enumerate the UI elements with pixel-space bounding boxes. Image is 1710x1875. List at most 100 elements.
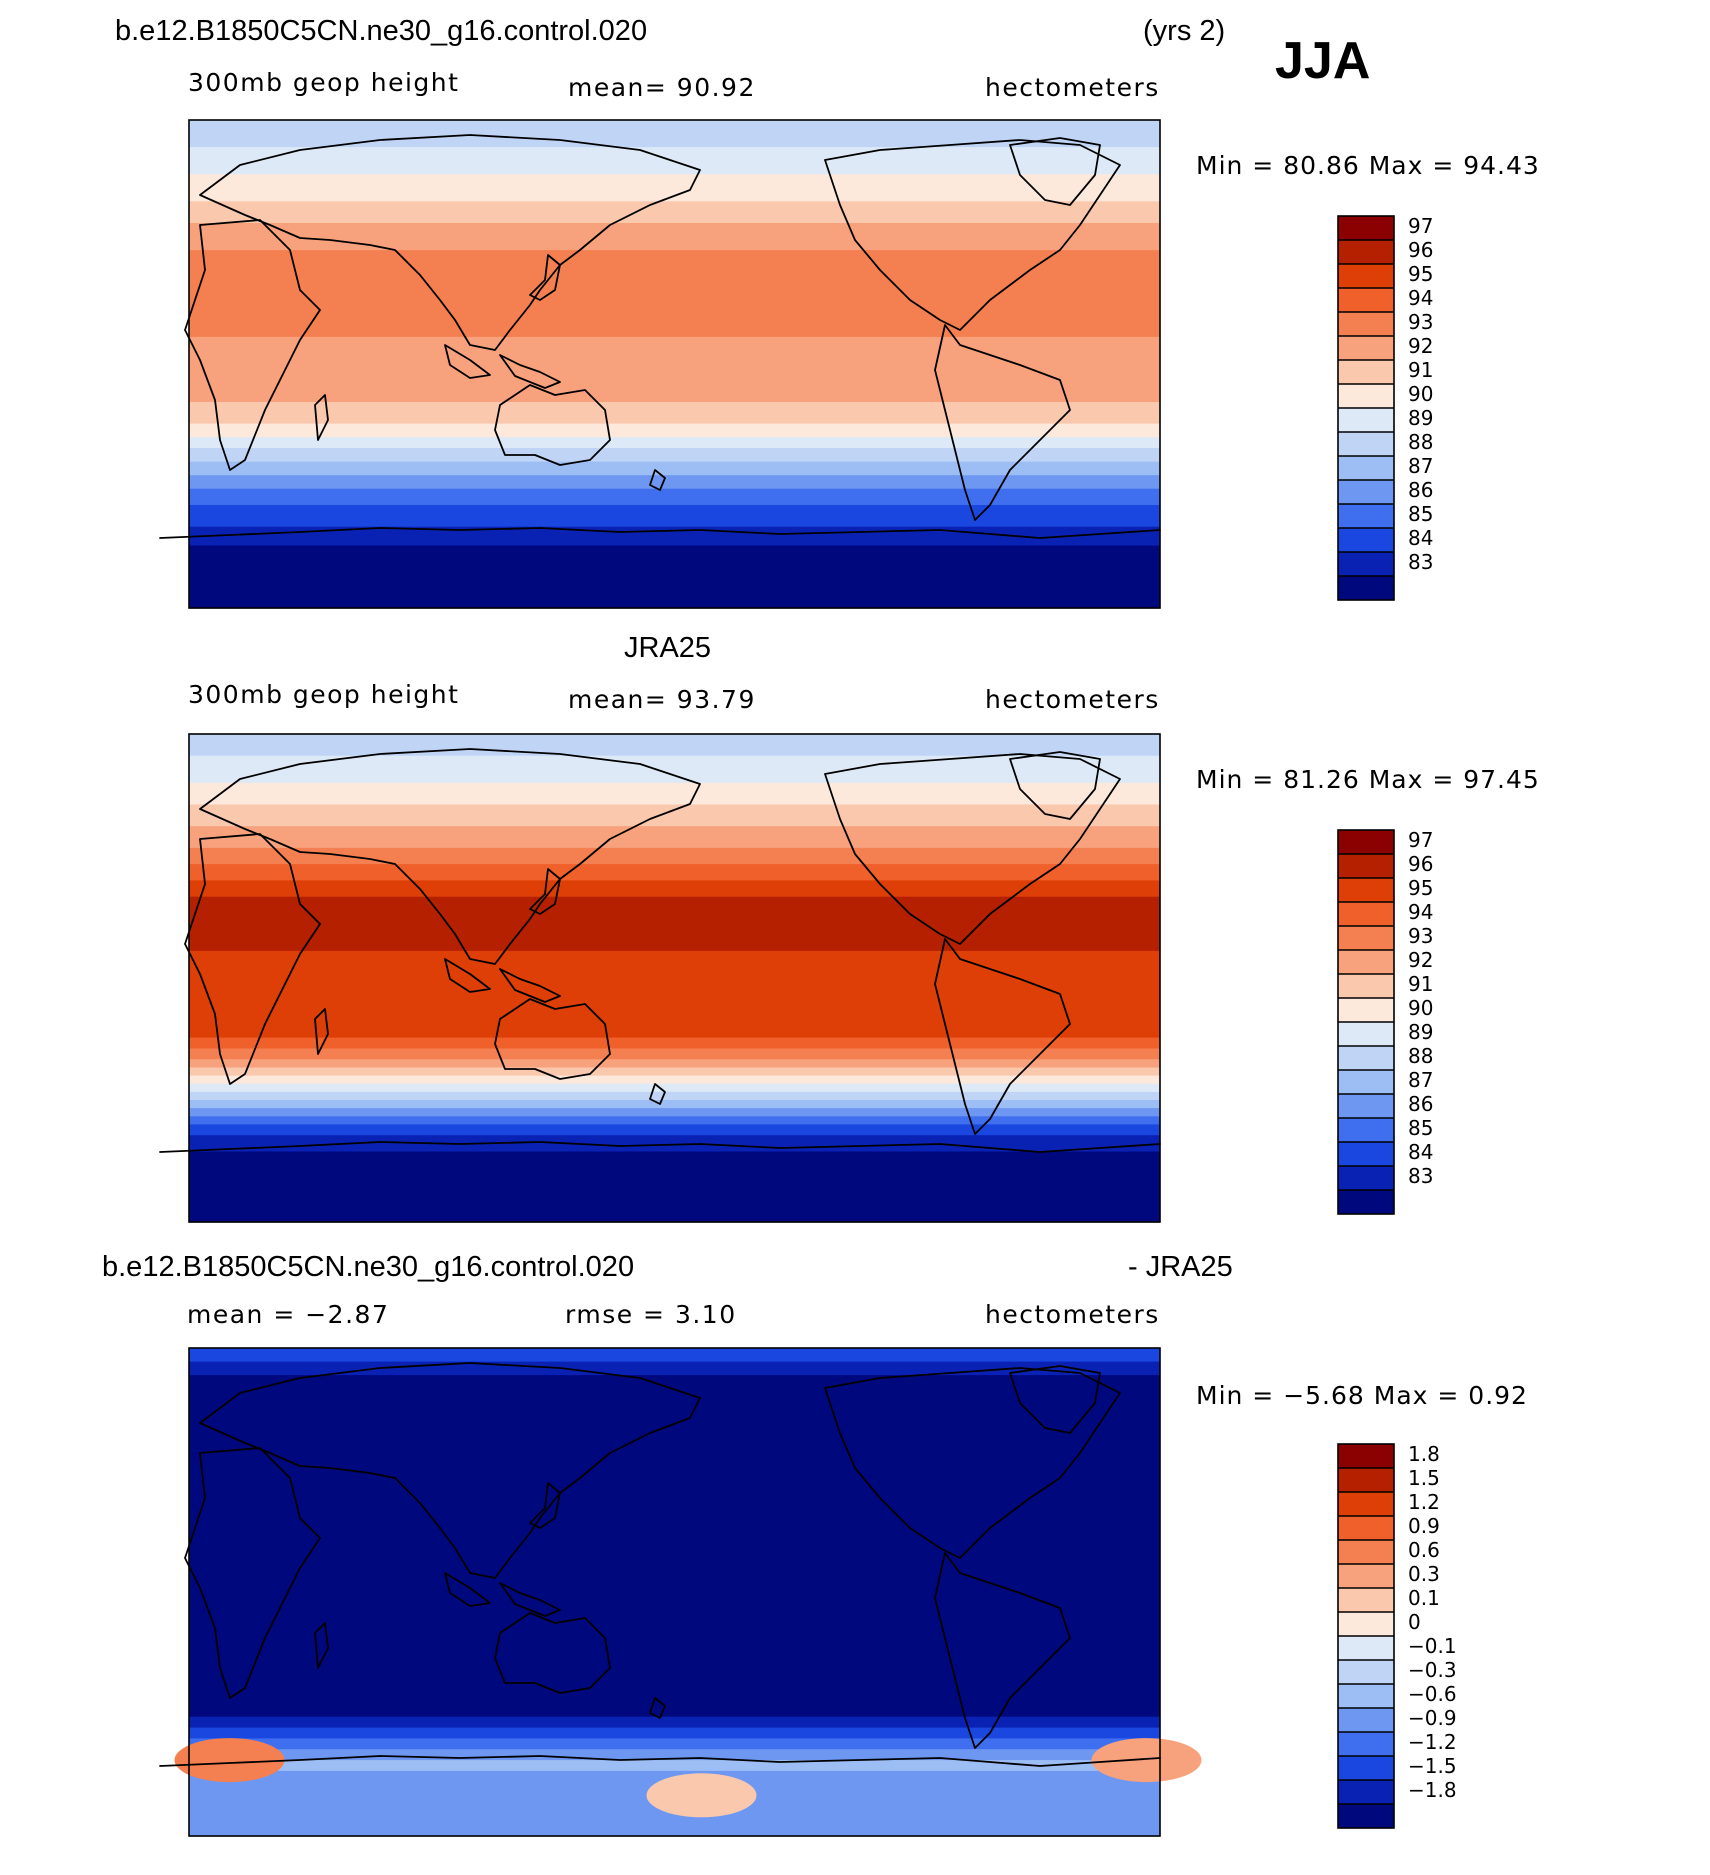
panel-0-band-12 xyxy=(189,475,1160,490)
panel-2-colorbar-tick-0: 1.8 xyxy=(1408,1442,1440,1466)
panel-obs-units: hectometers xyxy=(985,685,1160,714)
panel-obs-mean: mean= 93.79 xyxy=(568,685,756,714)
panel-obs-frame xyxy=(188,733,1161,1223)
panel-2-colorbar-tick-10: −0.6 xyxy=(1408,1682,1457,1706)
panel-2-colorbar-tick-9: −0.3 xyxy=(1408,1658,1457,1682)
panel-1-colorbar-tick-8: 89 xyxy=(1408,1020,1433,1044)
panel-model-title: b.e12.B1850C5CN.ne30_g16.control.020 xyxy=(115,15,647,47)
panel-1-colorbar-swatch-6 xyxy=(1338,974,1394,998)
panel-0-colorbar-swatch-5 xyxy=(1338,336,1394,360)
panel-2-colorbar-swatch-7 xyxy=(1338,1612,1394,1636)
panel-2-colorbar-swatch-4 xyxy=(1338,1540,1394,1564)
panel-model-map xyxy=(189,120,1160,609)
panel-2-colorbar-tick-13: −1.5 xyxy=(1408,1754,1457,1778)
panel-2-colorbar-tick-5: 0.3 xyxy=(1408,1562,1440,1586)
panel-obs-minmax: Min = 81.26 Max = 97.45 xyxy=(1196,765,1540,794)
panel-0-colorbar-tick-10: 87 xyxy=(1408,454,1433,478)
panel-2-band-3 xyxy=(189,1391,1160,1718)
panel-1-band-15 xyxy=(189,1083,1160,1093)
panel-0-band-10 xyxy=(189,448,1160,463)
panel-2-colorbar-swatch-1 xyxy=(1338,1468,1394,1492)
panel-1-colorbar-tick-14: 83 xyxy=(1408,1164,1433,1188)
panel-1-band-1 xyxy=(189,755,1160,784)
panel-obs-map xyxy=(189,734,1160,1223)
panel-1-band-19 xyxy=(189,1116,1160,1125)
panel-0-colorbar-swatch-0 xyxy=(1338,216,1394,240)
panel-obs: JRA25 300mb geop height mean= 93.79 hect… xyxy=(159,632,1540,1223)
panel-0-band-16 xyxy=(189,545,1160,609)
panel-1-colorbar-swatch-12 xyxy=(1338,1118,1394,1142)
panel-2-colorbar-swatch-9 xyxy=(1338,1660,1394,1684)
panel-diff-units: hectometers xyxy=(985,1300,1160,1329)
panel-1-colorbar-tick-1: 96 xyxy=(1408,852,1433,876)
panel-0-colorbar-swatch-9 xyxy=(1338,432,1394,456)
panel-1-band-4 xyxy=(189,826,1160,849)
panel-1-band-10 xyxy=(189,1037,1160,1049)
panel-model-variable: 300mb geop height xyxy=(188,68,459,97)
panel-2-band-5 xyxy=(189,1727,1160,1739)
panel-1-colorbar-tick-0: 97 xyxy=(1408,828,1433,852)
panel-1-colorbar-swatch-10 xyxy=(1338,1070,1394,1094)
panel-diff-map xyxy=(174,1348,1202,1837)
panel-2-colorbar-swatch-5 xyxy=(1338,1564,1394,1588)
panel-2-anomaly-0 xyxy=(174,1738,285,1783)
panel-1-band-16 xyxy=(189,1091,1160,1101)
panel-0-colorbar-tick-7: 90 xyxy=(1408,382,1433,406)
panel-1-band-14 xyxy=(189,1075,1160,1085)
panel-1-band-21 xyxy=(189,1135,1160,1153)
panel-model-frame xyxy=(188,119,1161,609)
panel-1-colorbar-swatch-7 xyxy=(1338,998,1394,1022)
panel-1-colorbar-swatch-9 xyxy=(1338,1046,1394,1070)
panel-model: b.e12.B1850C5CN.ne30_g16.control.020 (yr… xyxy=(115,15,1539,609)
panel-2-colorbar-tick-14: −1.8 xyxy=(1408,1778,1457,1802)
panel-0-colorbar-tick-11: 86 xyxy=(1408,478,1433,502)
panel-2-colorbar-swatch-10 xyxy=(1338,1684,1394,1708)
panel-1-band-11 xyxy=(189,1048,1160,1060)
panel-1-band-3 xyxy=(189,804,1160,827)
panel-1-colorbar-tick-12: 85 xyxy=(1408,1116,1433,1140)
panel-2-colorbar-swatch-14 xyxy=(1338,1780,1394,1804)
panel-0-colorbar-tick-14: 83 xyxy=(1408,550,1433,574)
panel-2-colorbar-swatch-8 xyxy=(1338,1636,1394,1660)
panel-model-mean: mean= 90.92 xyxy=(568,73,756,102)
panel-1-colorbar-swatch-8 xyxy=(1338,1022,1394,1046)
panel-1-colorbar-tick-3: 94 xyxy=(1408,900,1433,924)
panel-1-colorbar-swatch-15 xyxy=(1338,1190,1394,1214)
panel-0-colorbar-tick-1: 96 xyxy=(1408,238,1433,262)
panel-1-colorbar-swatch-0 xyxy=(1338,830,1394,854)
panel-1-colorbar-tick-9: 88 xyxy=(1408,1044,1433,1068)
panel-1-colorbar-frame xyxy=(1337,829,1395,1215)
panel-0-band-11 xyxy=(189,461,1160,476)
panel-1-colorbar-tick-7: 90 xyxy=(1408,996,1433,1020)
panel-1-band-5 xyxy=(189,847,1160,865)
panel-2-colorbar-swatch-0 xyxy=(1338,1444,1394,1468)
panel-2-anomaly-1 xyxy=(646,1773,757,1818)
panel-1-band-17 xyxy=(189,1100,1160,1109)
panel-1-colorbar-swatch-1 xyxy=(1338,854,1394,878)
panel-0-colorbar-swatch-12 xyxy=(1338,504,1394,528)
panel-model-units: hectometers xyxy=(985,73,1160,102)
panel-2-colorbar-tick-11: −0.9 xyxy=(1408,1706,1457,1730)
panel-0-band-4 xyxy=(189,223,1160,251)
panel-2-colorbar-swatch-12 xyxy=(1338,1732,1394,1756)
panel-0-band-8 xyxy=(189,423,1160,438)
panel-2-colorbar-tick-7: 0 xyxy=(1408,1610,1421,1634)
panel-1-colorbar-swatch-14 xyxy=(1338,1166,1394,1190)
panel-2-band-0 xyxy=(189,1348,1160,1363)
panel-2-band-2 xyxy=(189,1375,1160,1392)
panel-1-band-8 xyxy=(189,896,1160,952)
panel-0-colorbar-swatch-3 xyxy=(1338,288,1394,312)
panel-0-band-13 xyxy=(189,488,1160,506)
panel-model-period: (yrs 2) xyxy=(1143,15,1225,47)
panel-2-colorbar-tick-1: 1.5 xyxy=(1408,1466,1440,1490)
panel-2-colorbar-frame xyxy=(1337,1443,1395,1829)
panel-1-band-6 xyxy=(189,864,1160,881)
panel-2-band-8 xyxy=(189,1760,1160,1772)
panel-0-colorbar-swatch-13 xyxy=(1338,528,1394,552)
panel-2-colorbar-swatch-3 xyxy=(1338,1516,1394,1540)
panel-0-colorbar-tick-3: 94 xyxy=(1408,286,1433,310)
panel-1-band-0 xyxy=(189,734,1160,757)
